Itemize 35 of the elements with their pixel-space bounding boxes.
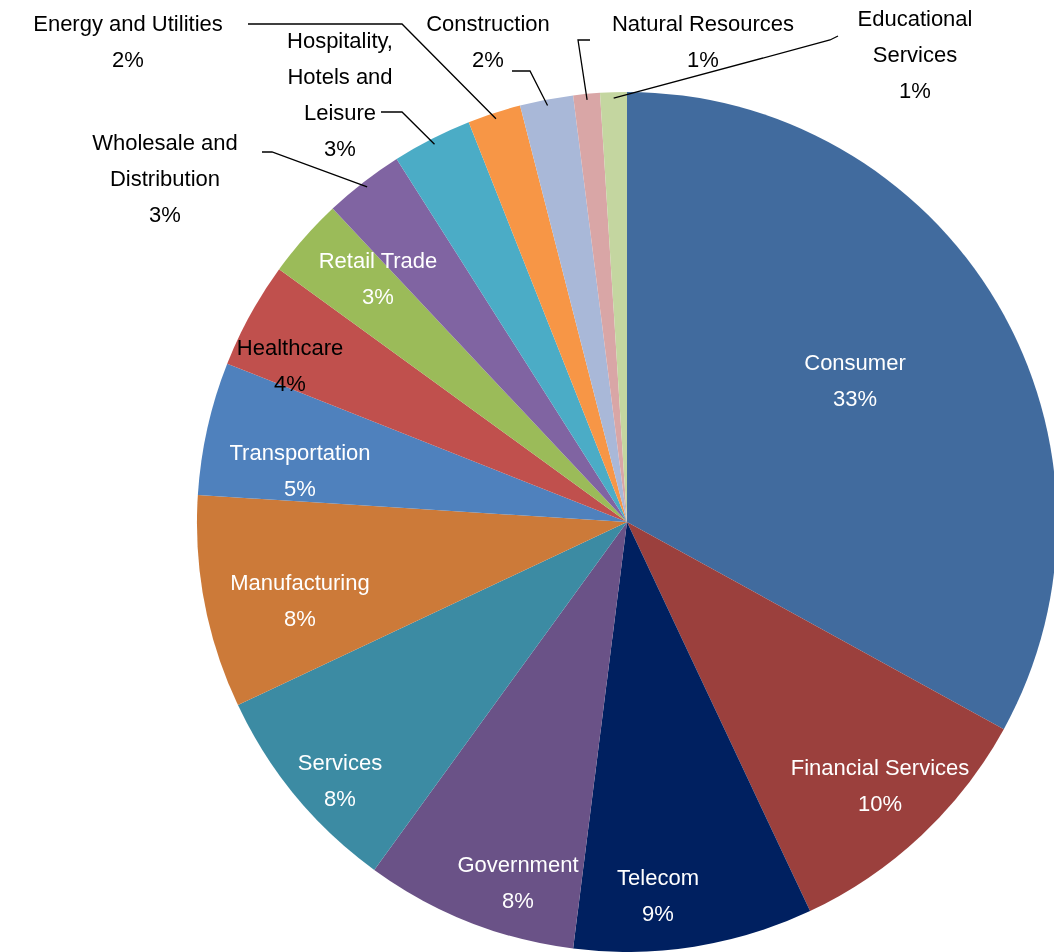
slice-label: Natural Resources	[611, 11, 795, 36]
slice-label: Hospitality, Hotels and Leisure	[287, 28, 393, 125]
slice-label: Telecom	[617, 865, 699, 890]
slice-label: Financial Services	[790, 755, 970, 780]
slice-label: Services	[297, 750, 383, 775]
data-label: 1%	[687, 47, 719, 72]
data-label: 9%	[642, 901, 674, 926]
slice-label: Government	[457, 852, 579, 877]
slice-label: Energy and Utilities	[33, 11, 223, 36]
data-label: 3%	[149, 202, 181, 227]
slice-label: Manufacturing	[230, 570, 370, 595]
slice-label: Healthcare	[236, 335, 344, 360]
data-label: 2%	[472, 47, 504, 72]
data-label: 8%	[324, 786, 356, 811]
data-label: 8%	[284, 606, 316, 631]
data-label: 4%	[274, 371, 306, 396]
data-label: 3%	[362, 284, 394, 309]
data-label: 8%	[502, 888, 534, 913]
slice-label: Retail Trade	[318, 248, 438, 273]
data-label: 2%	[112, 47, 144, 72]
pie-slice	[197, 363, 627, 522]
data-label: 3%	[324, 136, 356, 161]
data-label: 10%	[857, 791, 903, 816]
pie-slice	[520, 95, 627, 522]
pie-slice	[227, 269, 627, 522]
data-label: 5%	[284, 476, 316, 501]
data-label: 1%	[899, 78, 931, 103]
data-label: 33%	[832, 386, 878, 411]
slice-label: Construction	[426, 11, 550, 36]
pie-slice	[468, 105, 627, 522]
slice-label: Consumer	[804, 350, 906, 375]
slice-label: Wholesale and Distribution	[92, 130, 238, 191]
pie-slice	[197, 495, 627, 706]
slice-label: Educational Services	[857, 6, 973, 67]
slice-label: Transportation	[229, 440, 371, 465]
